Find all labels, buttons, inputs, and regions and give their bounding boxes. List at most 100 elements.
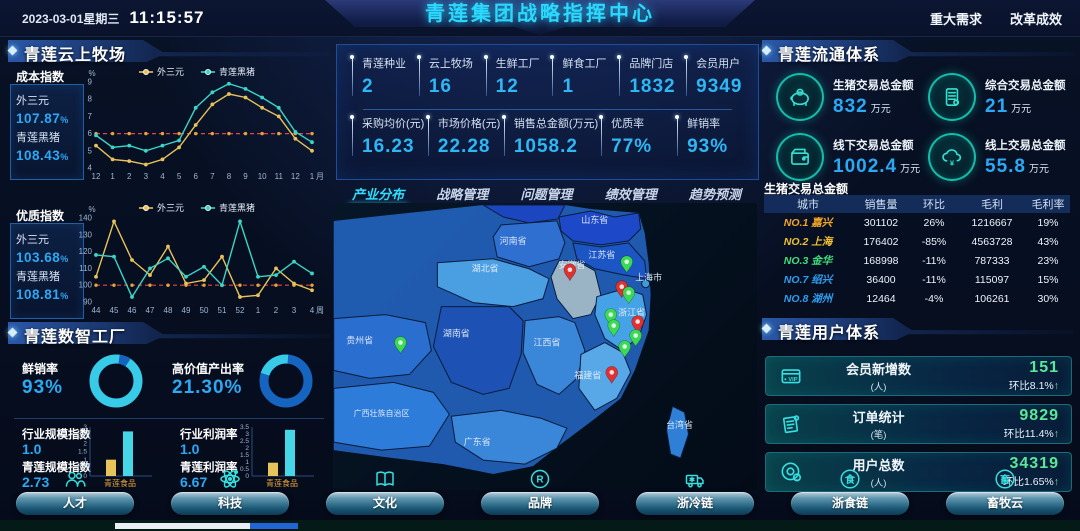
svg-text:2.5: 2.5: [78, 432, 87, 439]
tab-4[interactable]: 绩效管理: [604, 187, 657, 202]
circulation-panel: 青莲流通体系 生猪交易总金额 832 万元 综合交易总金额 21 万元 线下交易总金额 100…: [761, 40, 1074, 318]
svg-text:12: 12: [92, 172, 101, 181]
table-row[interactable]: NO.2 上海 176402 -85% 4563728 43%: [764, 232, 1070, 251]
svg-text:%: %: [88, 69, 95, 78]
user-stat-row: 用户总数 (人) 34319 环比1.65%↑: [765, 452, 1072, 492]
circulation-card: 线下交易总金额 1002.4 万元: [776, 128, 926, 186]
svg-text:48: 48: [164, 306, 173, 315]
user-stat-label: 订单统计: [852, 410, 905, 425]
province-label: 台湾省: [666, 419, 693, 430]
series-value: 107.87%: [16, 111, 69, 126]
industry-profit-value: 1.0: [180, 441, 200, 457]
pasture-panel-title: 青莲云上牧场: [24, 47, 127, 64]
scrollbar-thumb-blue[interactable]: [250, 523, 298, 529]
cost-index-stats: 外三元 107.87% 青莲黑猪 108.43%: [10, 84, 84, 180]
svg-text:100: 100: [79, 281, 93, 290]
bottom-nav-6[interactable]: 食浙食链: [775, 466, 925, 515]
table-row[interactable]: NO.8 湖州 12464 -4% 106261 30%: [764, 289, 1070, 308]
overview-stat-label: 销售总金额(万元): [513, 118, 599, 130]
order-icon: [766, 411, 816, 437]
overview-stat-label: 优质率: [611, 118, 645, 130]
overview-stat-label: 鲜销率: [687, 118, 721, 130]
svg-text:47: 47: [146, 306, 155, 315]
map-pin-icon[interactable]: [629, 329, 642, 348]
table-row[interactable]: NO.3 金华 168998 -11% 787333 23%: [764, 251, 1070, 270]
svg-text:%: %: [88, 205, 95, 214]
svg-text:2: 2: [83, 441, 87, 448]
series-value: 108.81%: [16, 287, 69, 302]
divider: [14, 418, 324, 419]
card-label: 线下交易总金额: [833, 139, 914, 152]
map-pin-icon[interactable]: [618, 340, 632, 359]
svg-text:140: 140: [79, 214, 93, 223]
overview-stat-label: 青莲种业: [362, 58, 406, 70]
tab-3[interactable]: 问题管理: [520, 187, 573, 202]
map-pin-icon[interactable]: [622, 286, 635, 305]
user-stat-label: 用户总数: [852, 458, 905, 473]
bottom-nav-label: 浙冷链: [636, 492, 754, 515]
svg-text:青莲黑猪: 青莲黑猪: [219, 202, 255, 213]
bottom-nav-4[interactable]: R 品牌: [465, 466, 615, 515]
map-pin-icon[interactable]: [620, 255, 633, 274]
up-arrow-icon: ↑: [1053, 380, 1059, 392]
overview-stat-label: 生鲜工厂: [495, 58, 540, 70]
bottom-nav-7[interactable]: 畜畜牧云: [930, 466, 1080, 515]
bottom-nav-label: 品牌: [481, 492, 599, 515]
overview-stat: 市场价格(元) 22.28: [425, 115, 501, 158]
svg-text:120: 120: [79, 247, 93, 256]
tab-2[interactable]: 战略管理: [436, 187, 489, 202]
bottom-nav-label: 人才: [16, 492, 134, 515]
table-cell: 23%: [1037, 254, 1059, 267]
svg-text:1: 1: [256, 306, 261, 315]
user-stat-value: 34319: [1009, 455, 1059, 472]
series-name: 外三元: [16, 234, 49, 246]
header-menu-item-2[interactable]: 改革成效: [1009, 11, 1062, 27]
quality-index-chart: 外三元 青莲黑猪% 90 100 110 120 130 140 44 45 46 47 48 49 50 5…: [79, 202, 324, 315]
table-header-cell: 销售量: [864, 199, 898, 211]
tab-1[interactable]: 产业分布: [336, 184, 420, 207]
overview-stat-value: 9349: [696, 76, 743, 97]
clipboard-icon: [928, 73, 976, 121]
map-pin-icon[interactable]: [563, 263, 577, 282]
svg-text:食: 食: [844, 473, 856, 486]
bottom-scrollbar[interactable]: [0, 520, 1080, 531]
bottom-nav-5[interactable]: 浙冷链: [620, 466, 770, 515]
svg-text:6: 6: [88, 129, 93, 138]
users-icon: [766, 459, 816, 485]
overview-stat-label: 品牌门店: [629, 58, 674, 70]
bottom-nav-1[interactable]: 人才: [0, 466, 150, 515]
overview-stat-value: 2: [362, 76, 374, 97]
map-pin-icon[interactable]: [394, 336, 407, 355]
header-menu-item-1[interactable]: 重大需求: [929, 11, 982, 27]
map-pin-icon[interactable]: [605, 366, 619, 385]
overview-stat-value: 22.28: [437, 136, 491, 157]
user-stat-unit: (人): [870, 382, 887, 393]
svg-text:4: 4: [160, 172, 165, 181]
bottom-nav-2[interactable]: 科技: [155, 466, 305, 515]
tab-5[interactable]: 趋势预测: [688, 187, 741, 202]
user-stat-text: 订单统计 (笔): [816, 407, 941, 441]
province-label: 山东省: [581, 214, 608, 225]
svg-text:2: 2: [274, 306, 279, 315]
pig-trade-table-label: 生猪交易总金额: [764, 182, 849, 196]
cloud-pay-icon: ¥: [928, 133, 976, 181]
map-pin-icon[interactable]: [607, 319, 621, 338]
current-time: 11:15:57: [129, 8, 205, 27]
fresh-sale-rate-label: 鲜销率: [22, 362, 59, 376]
bottom-nav-label: 文化: [326, 492, 444, 515]
table-row[interactable]: NO.7 绍兴 36400 -11% 115097 15%: [764, 270, 1070, 289]
svg-text:3: 3: [292, 306, 297, 315]
circulation-card: ¥ 线上交易总金额 55.8 万元: [928, 128, 1078, 186]
svg-text:R: R: [536, 475, 544, 486]
table-cell: -85%: [921, 235, 947, 248]
map-pin-icon[interactable]: [631, 315, 644, 334]
table-row[interactable]: NO.1 嘉兴 301102 26% 1216667 19%: [764, 213, 1070, 232]
table-cell: -11%: [922, 273, 946, 286]
quality-index-label: 优质指数: [16, 209, 65, 223]
card-text: 线上交易总金额 55.8 万元: [985, 137, 1066, 178]
province-label: 江苏省: [588, 249, 615, 260]
table-cell: 36400: [866, 273, 896, 286]
title-banner: 青莲集团战略指挥中心: [325, 0, 755, 35]
scrollbar-thumb-white[interactable]: [115, 523, 250, 529]
bottom-nav-3[interactable]: 文化: [310, 466, 460, 515]
